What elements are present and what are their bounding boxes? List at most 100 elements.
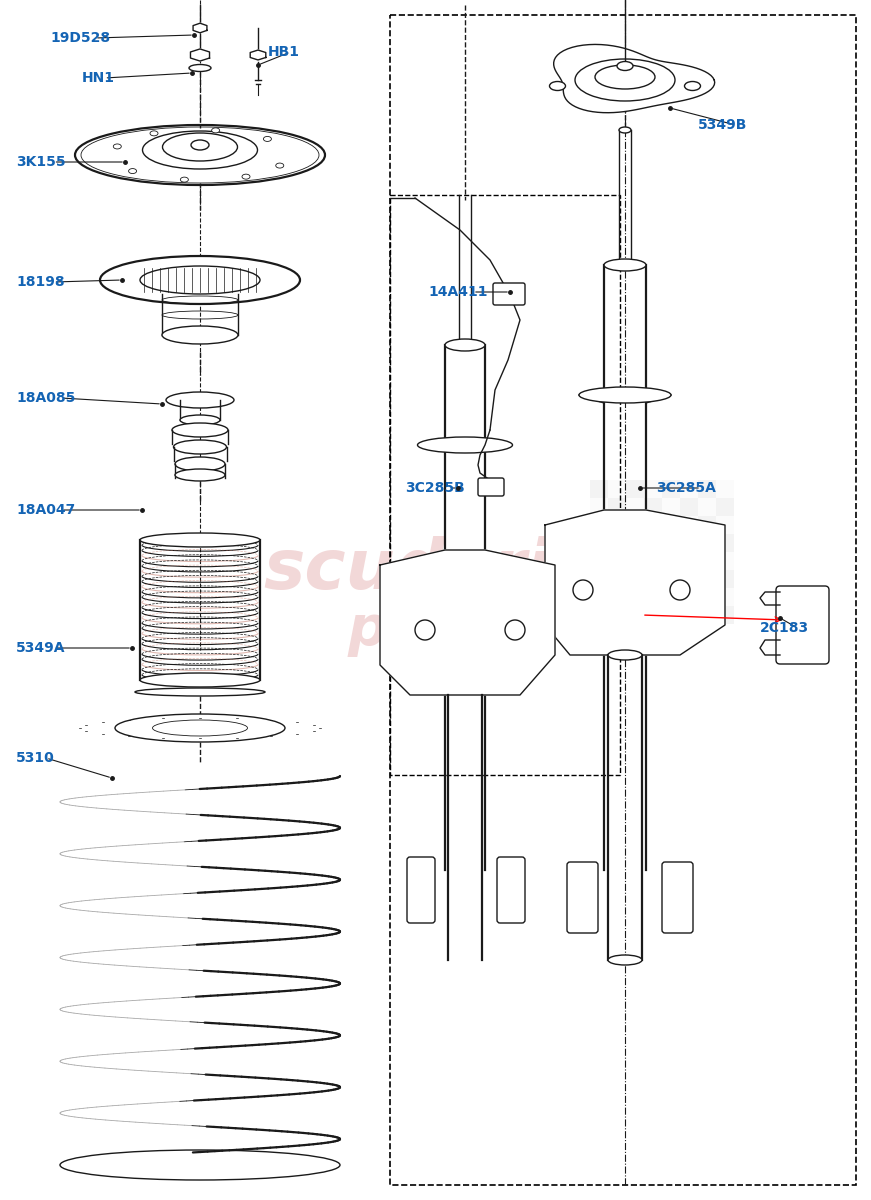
Ellipse shape — [276, 163, 284, 168]
Text: HB1: HB1 — [268, 44, 300, 59]
Bar — [626, 552, 644, 570]
Bar — [590, 552, 608, 570]
FancyBboxPatch shape — [497, 857, 525, 923]
Bar — [680, 498, 698, 516]
Ellipse shape — [180, 178, 188, 182]
Text: 18198: 18198 — [16, 275, 64, 289]
Ellipse shape — [445, 338, 485, 350]
Bar — [680, 588, 698, 606]
Ellipse shape — [608, 955, 642, 965]
Ellipse shape — [619, 127, 631, 133]
Bar — [644, 480, 662, 498]
Ellipse shape — [75, 125, 325, 185]
Ellipse shape — [113, 144, 121, 149]
Ellipse shape — [150, 131, 158, 136]
Bar — [698, 516, 716, 534]
Polygon shape — [545, 510, 725, 655]
FancyBboxPatch shape — [407, 857, 435, 923]
Bar — [608, 552, 626, 570]
Ellipse shape — [175, 469, 225, 481]
Ellipse shape — [140, 673, 260, 686]
Text: scuderia: scuderia — [263, 536, 597, 604]
Ellipse shape — [180, 415, 220, 425]
Bar — [644, 534, 662, 552]
Bar — [644, 570, 662, 588]
Bar — [662, 588, 680, 606]
Ellipse shape — [619, 262, 631, 268]
Text: 2C183: 2C183 — [760, 622, 809, 635]
Ellipse shape — [100, 256, 300, 304]
Bar — [590, 606, 608, 624]
Bar — [716, 534, 734, 552]
Bar — [590, 534, 608, 552]
Ellipse shape — [191, 140, 209, 150]
Ellipse shape — [162, 326, 238, 344]
Bar — [680, 480, 698, 498]
Ellipse shape — [608, 650, 642, 660]
Bar — [698, 534, 716, 552]
Text: 19D528: 19D528 — [50, 31, 110, 44]
Bar — [698, 552, 716, 570]
FancyBboxPatch shape — [662, 862, 693, 934]
Bar — [680, 606, 698, 624]
Polygon shape — [250, 50, 266, 60]
Ellipse shape — [550, 82, 565, 90]
Text: 3K155: 3K155 — [16, 155, 65, 169]
Ellipse shape — [617, 61, 633, 71]
Ellipse shape — [685, 82, 700, 90]
Ellipse shape — [263, 137, 272, 142]
Bar — [716, 588, 734, 606]
Bar — [626, 516, 644, 534]
Bar — [590, 516, 608, 534]
Bar — [716, 570, 734, 588]
Bar — [716, 606, 734, 624]
Bar — [662, 516, 680, 534]
Ellipse shape — [575, 59, 675, 101]
Bar — [662, 570, 680, 588]
Bar — [716, 516, 734, 534]
Bar — [590, 480, 608, 498]
Ellipse shape — [579, 386, 671, 403]
Ellipse shape — [143, 131, 258, 169]
Text: 3C285A: 3C285A — [656, 481, 716, 494]
Bar — [716, 480, 734, 498]
Bar — [626, 606, 644, 624]
Bar — [644, 606, 662, 624]
FancyBboxPatch shape — [493, 283, 525, 305]
Bar — [608, 534, 626, 552]
Polygon shape — [554, 44, 715, 113]
Bar — [608, 588, 626, 606]
Bar — [680, 570, 698, 588]
Bar — [608, 498, 626, 516]
Bar — [662, 552, 680, 570]
Bar — [698, 570, 716, 588]
Bar — [608, 606, 626, 624]
FancyBboxPatch shape — [567, 862, 598, 934]
Ellipse shape — [212, 128, 219, 133]
Polygon shape — [193, 23, 207, 32]
Text: 14A411: 14A411 — [428, 284, 488, 299]
Ellipse shape — [166, 392, 234, 408]
Ellipse shape — [60, 1150, 340, 1180]
Bar — [644, 516, 662, 534]
Bar — [608, 480, 626, 498]
Bar — [590, 588, 608, 606]
Ellipse shape — [129, 168, 137, 174]
Bar — [644, 588, 662, 606]
Ellipse shape — [595, 65, 655, 89]
Ellipse shape — [163, 133, 238, 161]
Bar — [662, 480, 680, 498]
Bar — [626, 498, 644, 516]
Ellipse shape — [242, 174, 250, 179]
Text: 18A085: 18A085 — [16, 391, 76, 404]
Bar — [590, 498, 608, 516]
Ellipse shape — [140, 266, 260, 294]
Ellipse shape — [189, 65, 211, 72]
Text: 5310: 5310 — [16, 751, 55, 766]
Bar — [680, 534, 698, 552]
Ellipse shape — [152, 720, 247, 736]
Ellipse shape — [604, 259, 646, 271]
Text: HN1: HN1 — [82, 71, 115, 85]
Ellipse shape — [172, 422, 228, 437]
Polygon shape — [191, 49, 210, 61]
